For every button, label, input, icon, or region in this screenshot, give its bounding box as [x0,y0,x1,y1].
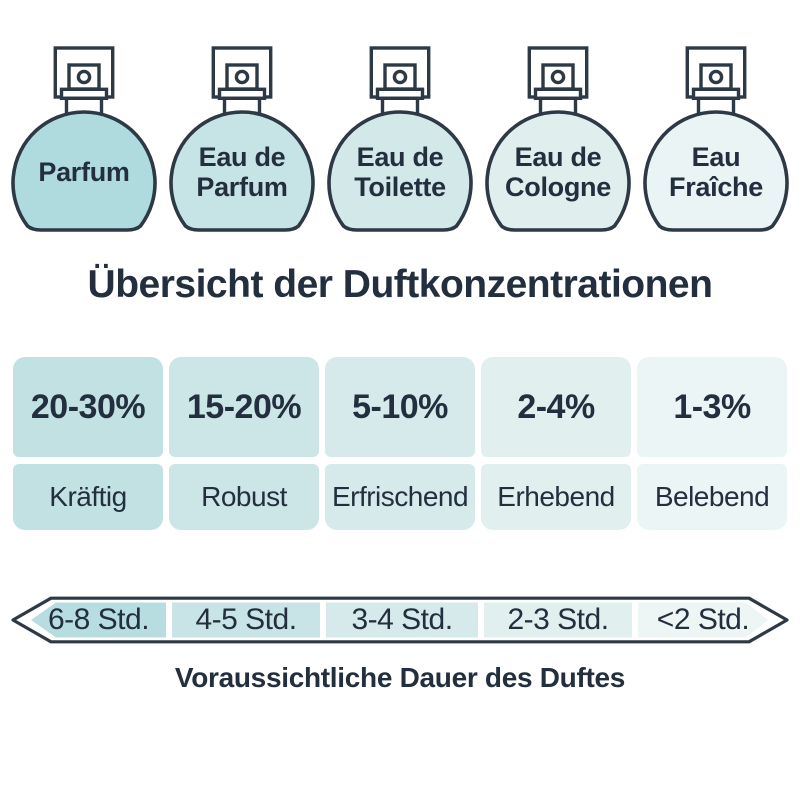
duration-segment [31,602,166,638]
bottle-body [643,110,789,232]
bottle-eau-de-toilette: Eau de Toilette [321,45,479,233]
duration-segment [326,602,478,638]
bottle-eau-de-parfum: Eau de Parfum [163,45,321,233]
duration-segment [484,602,632,638]
bottle-label: Eau Fraîche [669,141,763,203]
concentration-trait: Robust [169,464,319,530]
bottle-body [327,110,473,232]
concentration-trait: Belebend [637,464,787,530]
nozzle-hole-icon [708,69,724,85]
duration-label: 3-4 Std. [351,603,453,636]
concentration-percent: 2-4% [481,357,631,457]
perfume-bottle-icon [643,46,789,232]
bottle-eau-de-cologne: Eau de Cologne [479,45,637,233]
bottle-body [485,110,631,232]
bottles-row: Parfum Eau de Parfum Eau de To [0,45,800,235]
duration-segment [172,602,320,638]
concentration-column-eau-de-cologne: 2-4% Erhebend [481,357,631,530]
concentration-trait: Erfrischend [325,464,475,530]
concentration-column-eau-fraiche: 1-3% Belebend [637,357,787,530]
bottle-label: Eau de Toilette [354,141,446,203]
duration-segment [638,602,768,638]
nozzle-hole-icon [234,69,250,85]
concentration-table: 20-30% Kräftig 15-20% Robust 5-10% Erfri… [13,357,787,530]
duration-arrow-bar: 6-8 Std. 4-5 Std. 3-4 Std. 2-3 Std. <2 S… [0,596,800,644]
concentration-percent: 20-30% [13,357,163,457]
bottle-parfum: Parfum [5,45,163,233]
duration-caption: Voraussichtliche Dauer des Duftes [174,662,626,693]
concentration-percent: 1-3% [637,357,787,457]
concentration-percent: 15-20% [169,357,319,457]
concentration-column-parfum: 20-30% Kräftig [13,357,163,530]
bottle-body [169,110,315,232]
concentration-trait: Erhebend [481,464,631,530]
nozzle-hole-icon [76,69,92,85]
bottle-label: Eau de Cologne [505,141,611,203]
double-arrow-icon [11,596,789,644]
perfume-bottle-icon [327,46,473,232]
duration-label: 4-5 Std. [195,603,297,636]
concentration-column-eau-de-toilette: 5-10% Erfrischend [325,357,475,530]
perfume-bottle-icon [485,46,631,232]
perfume-bottle-icon [169,46,315,232]
page-title: Übersicht der Duftkonzentrationen [87,263,713,306]
concentration-trait: Kräftig [13,464,163,530]
concentration-column-eau-de-parfum: 15-20% Robust [169,357,319,530]
bottle-label: Parfum [38,156,130,187]
duration-label: <2 Std. [656,603,750,636]
bottle-body [11,110,157,232]
bottle-label: Eau de Parfum [196,141,288,203]
perfume-bottle-icon [11,46,157,232]
duration-label: 2-3 Std. [507,603,609,636]
nozzle-hole-icon [392,69,408,85]
duration-label: 6-8 Std. [47,603,150,636]
bottle-eau-fraiche: Eau Fraîche [637,45,795,233]
concentration-percent: 5-10% [325,357,475,457]
nozzle-hole-icon [550,69,566,85]
